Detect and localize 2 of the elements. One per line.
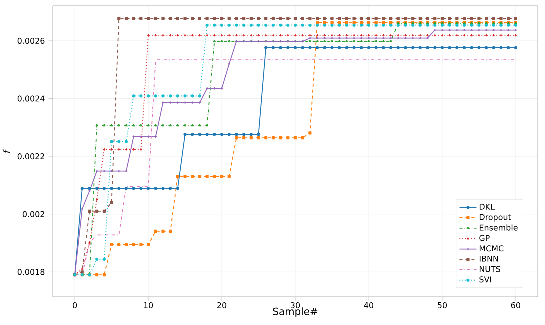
y-axis-title: f <box>2 149 10 154</box>
x-axis-title: Sample# <box>273 308 318 318</box>
